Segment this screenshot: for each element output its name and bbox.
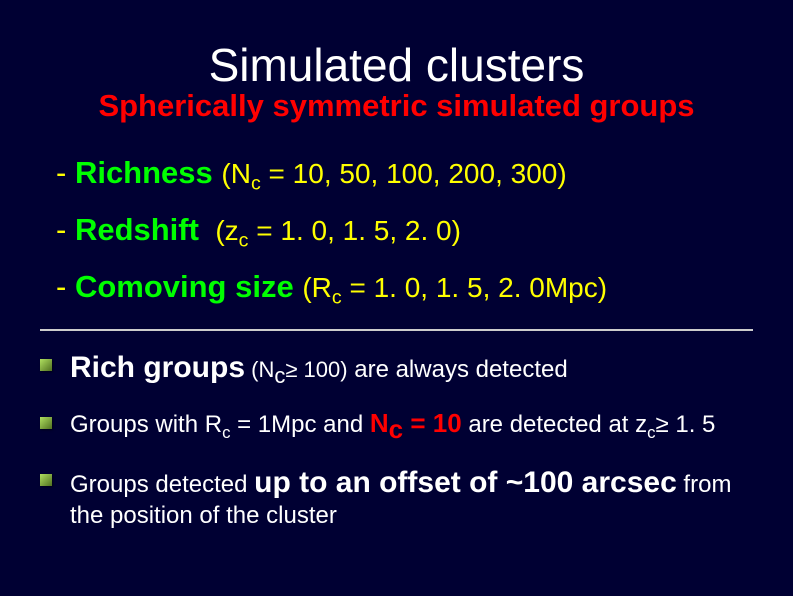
bullet-icon xyxy=(40,359,52,371)
param-name: Comoving size xyxy=(75,269,294,304)
p1: Groups detected xyxy=(70,471,254,498)
param-redshift: - Redshift (zc = 1. 0, 1. 5, 2. 0) xyxy=(56,209,793,254)
subscript: c xyxy=(251,173,261,195)
p4: ≥ 1. 5 xyxy=(656,411,716,438)
slide-title: Simulated clusters xyxy=(0,0,793,92)
p2: = 1Mpc and xyxy=(230,411,369,438)
bullet-item: Groups with R c = 1Mpc and Nc = 10 are de… xyxy=(40,407,763,445)
eq10: = 10 xyxy=(410,408,461,438)
var: R xyxy=(312,272,332,303)
big1: up to an offset of ~100 arcsec xyxy=(254,466,677,499)
param-detail: (Nc = 10, 50, 100, 200, 300) xyxy=(221,158,566,189)
p1: Groups with R xyxy=(70,411,222,438)
values: = 1. 0, 1. 5, 2. 0Mpc) xyxy=(342,272,607,303)
bullet-icon xyxy=(40,417,52,429)
param-detail: (zc = 1. 0, 1. 5, 2. 0) xyxy=(208,215,461,246)
bullet-text: Groups detected up to an offset of ~100 … xyxy=(70,464,763,532)
slide: Simulated clusters Spherically symmetric… xyxy=(0,0,793,596)
tail: are always detected xyxy=(348,356,568,383)
bullet-text: Rich groups (Nc≥ 100) are always detecte… xyxy=(70,349,568,389)
bullet-item: Groups detected up to an offset of ~100 … xyxy=(40,464,763,532)
dash: - xyxy=(56,212,75,247)
values: = 1. 0, 1. 5, 2. 0) xyxy=(248,215,460,246)
dash: - xyxy=(56,269,75,304)
p3: are detected at z xyxy=(462,411,647,438)
bullet-item: Rich groups (Nc≥ 100) are always detecte… xyxy=(40,349,763,389)
nc: N xyxy=(370,408,389,438)
subscript: c xyxy=(239,230,249,252)
subscript: c xyxy=(332,287,342,309)
values: = 10, 50, 100, 200, 300) xyxy=(261,158,567,189)
slide-subtitle: Spherically symmetric simulated groups xyxy=(0,88,793,124)
param-name: Richness xyxy=(75,155,213,190)
bullet-text: Groups with R c = 1Mpc and Nc = 10 are de… xyxy=(70,407,715,445)
var: z xyxy=(225,215,239,246)
divider xyxy=(40,329,753,331)
ge: ≥ 100) xyxy=(285,357,347,382)
nc-sub: c xyxy=(389,414,411,444)
param-detail: (Rc = 1. 0, 1. 5, 2. 0Mpc) xyxy=(302,272,607,303)
dash: - xyxy=(56,155,75,190)
bullet-list: Rich groups (Nc≥ 100) are always detecte… xyxy=(40,349,763,531)
subscript: c xyxy=(274,363,285,388)
var: N xyxy=(231,158,251,189)
parameter-list: - Richness (Nc = 10, 50, 100, 200, 300) … xyxy=(56,152,793,311)
param-name: Redshift xyxy=(75,212,199,247)
open: (N xyxy=(245,357,274,382)
param-comoving: - Comoving size (Rc = 1. 0, 1. 5, 2. 0Mp… xyxy=(56,266,793,311)
param-richness: - Richness (Nc = 10, 50, 100, 200, 300) xyxy=(56,152,793,197)
subscript: c xyxy=(647,423,655,442)
lead: Rich groups xyxy=(70,351,245,384)
bullet-icon xyxy=(40,474,52,486)
